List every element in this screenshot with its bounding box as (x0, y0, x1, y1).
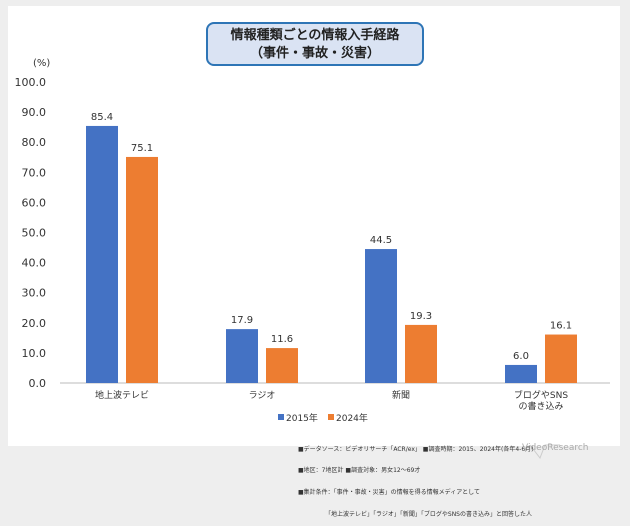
bar-2024年 (126, 156, 158, 383)
data-label: 11.6 (271, 334, 293, 345)
data-label: 16.1 (550, 321, 572, 332)
y-tick-label: 90.0 (22, 106, 47, 119)
note-line: ■集計条件：「事件・事故・災害」の情報を得る情報メディアとして (298, 489, 480, 497)
y-tick-label: 10.0 (22, 347, 47, 360)
chart-title-box: 情報種類ごとの情報入手経路 （事件・事故・災害） (206, 22, 424, 66)
x-tick-label: 新聞 (392, 389, 410, 401)
bar-2024年 (405, 324, 437, 383)
data-label: 6.0 (513, 351, 529, 362)
bar-chart: (%) 0.0 10.0 20.0 30.0 40.0 50.0 60.0 70.0 80.0 90… (15, 58, 610, 460)
y-axis-label: (%) (33, 58, 50, 69)
footnotes: ■データソース：ビデオリサーチ「ACR/ex」 ■調査時期：2015、2024年… (298, 431, 533, 526)
y-tick-label: 30.0 (22, 287, 47, 300)
bar-2015年 (86, 125, 118, 384)
y-tick-label: 50.0 (22, 227, 47, 240)
data-label: 44.5 (370, 235, 392, 246)
data-label: 17.9 (231, 315, 253, 326)
bar-2015年 (505, 364, 537, 383)
y-tick-label: 60.0 (22, 196, 47, 209)
data-label: 19.3 (410, 311, 432, 322)
bar-2015年 (365, 249, 397, 383)
y-tick-label: 0.0 (29, 377, 47, 390)
y-tick-label: 70.0 (22, 166, 47, 179)
x-tick-label: 地上波テレビ (95, 389, 149, 401)
x-tick-label: の書き込み (518, 400, 563, 412)
x-tick-label: ブログやSNS (514, 389, 568, 401)
y-tick-label: 20.0 (22, 317, 47, 330)
note-line: 「地上波テレビ」「ラジオ」「新聞」「ブログやSNSの書き込み」と回答した人 (298, 511, 532, 519)
bar-2024年 (266, 348, 298, 383)
video-research-logo: VideoResearch (522, 443, 589, 453)
x-tick-label: ラジオ (249, 390, 276, 401)
legend-label: 2024年 (336, 412, 368, 424)
bar-2015年 (226, 329, 258, 383)
note-line: ■データソース：ビデオリサーチ「ACR/ex」 ■調査時期：2015、2024年… (298, 445, 534, 453)
data-label: 75.1 (131, 143, 153, 154)
bar-2024年 (545, 334, 577, 383)
chart-title: 情報種類ごとの情報入手経路 (230, 28, 400, 43)
chart-subtitle: （事件・事故・災害） (249, 46, 380, 61)
y-tick-label: 40.0 (22, 257, 47, 270)
legend-label: 2015年 (286, 412, 318, 424)
legend-swatch (278, 414, 284, 420)
legend-swatch (328, 414, 334, 420)
logo-mark (529, 444, 560, 460)
data-label: 85.4 (91, 112, 113, 123)
y-tick-label: 80.0 (22, 136, 47, 149)
note-line: ■地区：7地区計 ■調査対象：男女12～69才 (298, 467, 421, 475)
y-tick-label: 100.0 (15, 76, 47, 89)
